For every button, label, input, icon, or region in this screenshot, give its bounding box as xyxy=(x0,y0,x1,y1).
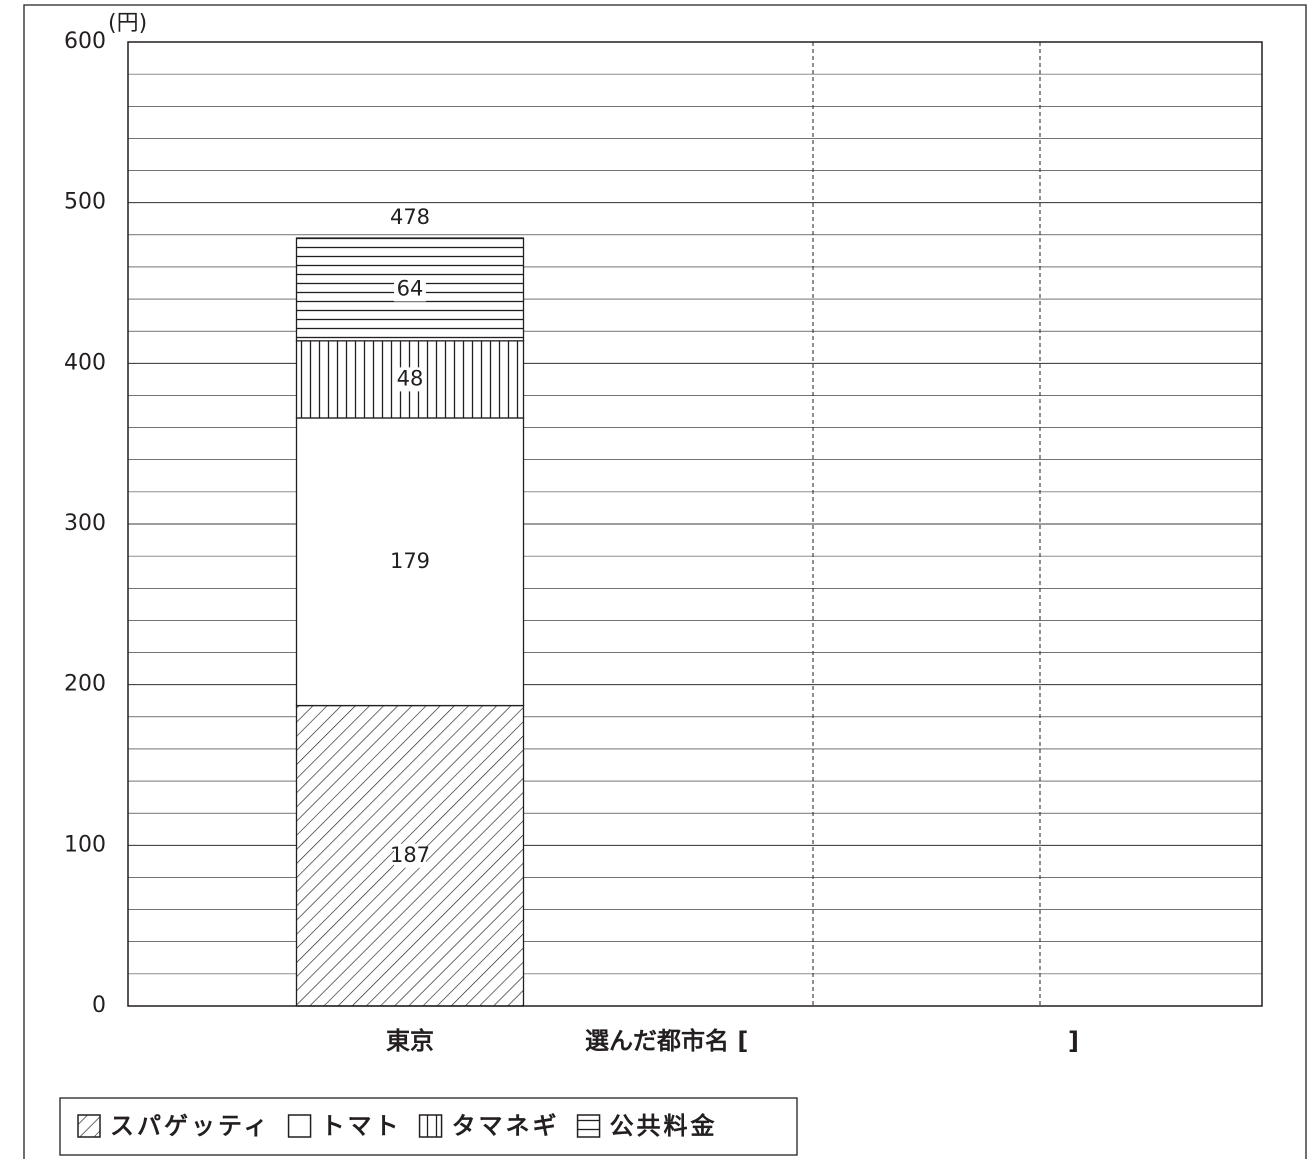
y-unit: (円) xyxy=(108,11,147,36)
y-tick-label: 600 xyxy=(64,29,106,54)
y-tick-label: 200 xyxy=(64,672,106,697)
legend-swatch xyxy=(287,1114,312,1138)
y-tick-label: 500 xyxy=(64,190,106,215)
legend-label: 公共料金 xyxy=(610,1112,718,1140)
annotation: ] xyxy=(1068,1027,1079,1055)
legend-label: タマネギ xyxy=(452,1112,560,1140)
value-label: 64 xyxy=(397,276,424,300)
annotation: 選んだ都市名 [ xyxy=(585,1027,748,1055)
x-tick-label: 東京 xyxy=(386,1027,434,1055)
label-bg xyxy=(394,843,426,868)
total-label: 478 xyxy=(390,205,430,229)
value-label: 48 xyxy=(397,366,424,390)
legend-swatch xyxy=(418,1114,443,1138)
legend-swatch xyxy=(77,1114,101,1138)
value-label: 179 xyxy=(390,549,430,573)
legend-swatch xyxy=(576,1114,601,1138)
bar-segment xyxy=(295,417,525,707)
frame xyxy=(23,4,1307,1159)
y-tick-label: 300 xyxy=(64,511,106,536)
label-bg xyxy=(394,277,426,302)
value-label: 187 xyxy=(390,843,430,867)
y-tick-label: 0 xyxy=(92,993,106,1018)
y-tick-label: 100 xyxy=(64,832,106,857)
axis xyxy=(127,41,1263,1007)
legend-label: スパゲッティ xyxy=(110,1112,271,1140)
y-tick-label: 400 xyxy=(64,350,106,375)
legend-label: トマト xyxy=(321,1112,402,1140)
label-bg xyxy=(394,367,426,392)
